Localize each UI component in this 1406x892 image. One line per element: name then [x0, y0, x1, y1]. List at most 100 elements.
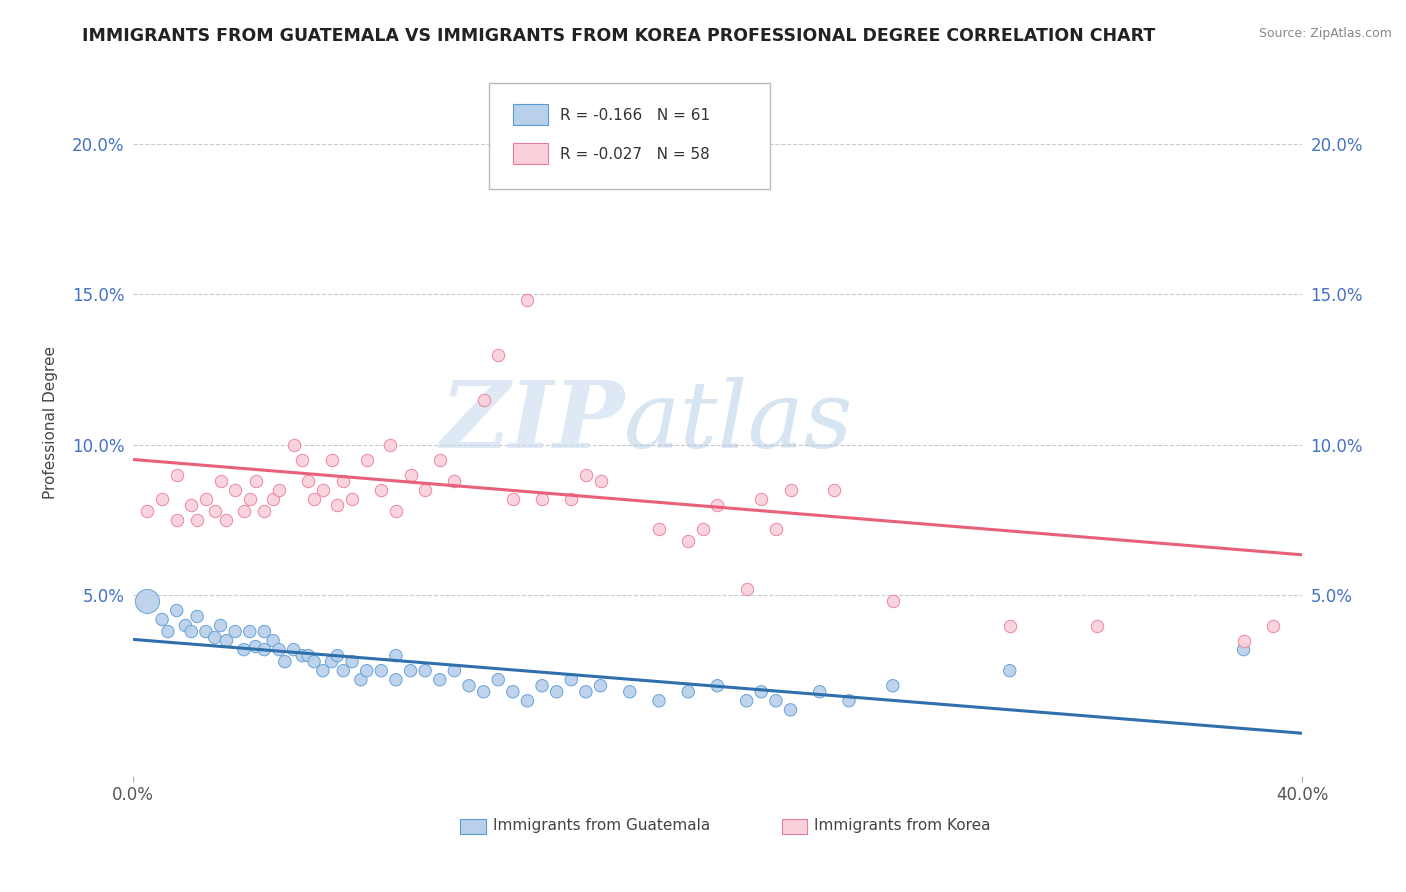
- Point: [186, 513, 208, 527]
- Point: [648, 522, 671, 536]
- Point: [232, 642, 254, 657]
- Point: [706, 679, 728, 693]
- Point: [735, 582, 758, 597]
- Point: [619, 173, 641, 187]
- Point: [735, 694, 758, 708]
- Point: [502, 492, 524, 507]
- Point: [443, 664, 465, 678]
- Point: [502, 685, 524, 699]
- Point: [472, 392, 495, 407]
- Point: [283, 642, 305, 657]
- Point: [150, 492, 173, 507]
- Point: [239, 624, 262, 639]
- Point: [486, 347, 509, 361]
- Point: [150, 613, 173, 627]
- Point: [399, 664, 422, 678]
- Point: [332, 474, 354, 488]
- Point: [823, 483, 845, 497]
- Point: [575, 685, 598, 699]
- Point: [575, 468, 598, 483]
- Point: [215, 513, 238, 527]
- Point: [253, 504, 276, 518]
- Point: [808, 685, 831, 699]
- Point: [531, 492, 554, 507]
- Point: [297, 648, 319, 663]
- Point: [180, 624, 202, 639]
- Point: [326, 498, 349, 512]
- Point: [297, 474, 319, 488]
- Point: [312, 664, 335, 678]
- Point: [385, 504, 408, 518]
- Point: [749, 685, 772, 699]
- Bar: [460, 819, 486, 834]
- Point: [399, 468, 422, 483]
- Point: [370, 664, 392, 678]
- Point: [589, 474, 612, 488]
- Point: [194, 624, 217, 639]
- Point: [838, 694, 860, 708]
- Bar: [513, 103, 548, 125]
- Point: [340, 492, 363, 507]
- Point: [245, 474, 267, 488]
- Point: [370, 483, 392, 497]
- Point: [765, 522, 787, 536]
- Point: [186, 609, 208, 624]
- Point: [224, 624, 246, 639]
- Point: [194, 492, 217, 507]
- Point: [136, 594, 159, 608]
- Bar: [513, 143, 548, 164]
- Point: [1087, 618, 1109, 632]
- Text: Immigrants from Guatemala: Immigrants from Guatemala: [494, 818, 710, 833]
- Text: ZIP: ZIP: [440, 377, 624, 467]
- Point: [531, 679, 554, 693]
- Point: [321, 655, 343, 669]
- Point: [706, 498, 728, 512]
- Point: [204, 504, 226, 518]
- Point: [429, 673, 451, 687]
- Point: [998, 618, 1021, 632]
- Point: [340, 655, 363, 669]
- Point: [174, 618, 197, 632]
- Point: [274, 655, 297, 669]
- Point: [291, 648, 314, 663]
- Point: [136, 504, 159, 518]
- Point: [765, 694, 787, 708]
- Point: [166, 468, 188, 483]
- Point: [779, 703, 801, 717]
- Point: [253, 624, 276, 639]
- Point: [882, 679, 904, 693]
- Point: [458, 679, 481, 693]
- Point: [204, 631, 226, 645]
- Point: [560, 492, 582, 507]
- Point: [1261, 618, 1284, 632]
- Text: IMMIGRANTS FROM GUATEMALA VS IMMIGRANTS FROM KOREA PROFESSIONAL DEGREE CORRELATI: IMMIGRANTS FROM GUATEMALA VS IMMIGRANTS …: [82, 27, 1156, 45]
- Point: [302, 492, 325, 507]
- Point: [413, 664, 436, 678]
- Point: [245, 640, 267, 654]
- Text: Source: ZipAtlas.com: Source: ZipAtlas.com: [1258, 27, 1392, 40]
- Point: [998, 664, 1021, 678]
- Point: [676, 685, 699, 699]
- Text: Immigrants from Korea: Immigrants from Korea: [814, 818, 991, 833]
- Point: [267, 483, 290, 497]
- Text: atlas: atlas: [624, 377, 853, 467]
- Point: [356, 453, 378, 467]
- Point: [232, 504, 254, 518]
- Point: [516, 694, 538, 708]
- Point: [302, 655, 325, 669]
- Point: [378, 438, 401, 452]
- Text: R = -0.027   N = 58: R = -0.027 N = 58: [560, 146, 710, 161]
- Point: [385, 673, 408, 687]
- Point: [472, 685, 495, 699]
- Point: [1232, 642, 1254, 657]
- Point: [326, 648, 349, 663]
- Point: [291, 453, 314, 467]
- Point: [209, 618, 232, 632]
- Point: [321, 453, 343, 467]
- Point: [332, 664, 354, 678]
- Point: [215, 633, 238, 648]
- Point: [253, 642, 276, 657]
- Point: [619, 685, 641, 699]
- Point: [429, 453, 451, 467]
- Point: [262, 492, 284, 507]
